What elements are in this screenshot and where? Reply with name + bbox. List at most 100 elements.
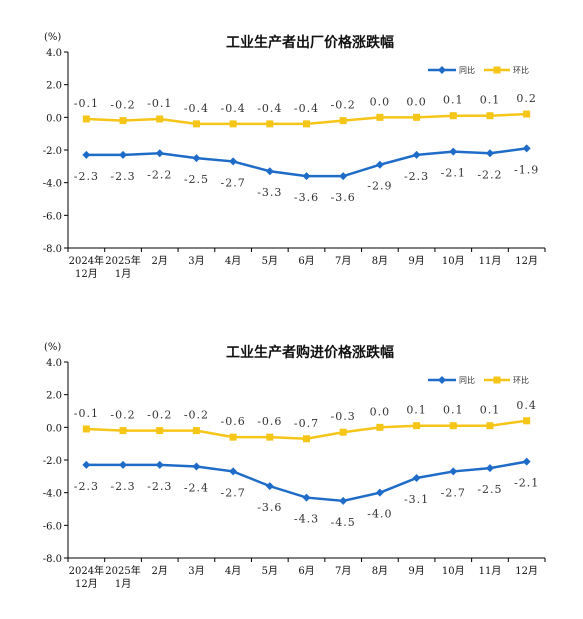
data-point <box>229 157 238 166</box>
data-point <box>119 150 128 159</box>
data-point <box>375 488 384 497</box>
chart-title: 工业生产者出厂价格涨跌幅 <box>226 34 394 51</box>
data-label: 0.1 <box>443 404 464 417</box>
data-label: -3.6 <box>257 501 282 514</box>
data-label: -2.3 <box>74 480 99 493</box>
data-point <box>156 427 164 435</box>
legend-marker-yoy <box>438 376 446 384</box>
data-point <box>449 467 458 476</box>
x-tick-label: 3月 <box>188 565 204 577</box>
data-label: 0.0 <box>406 95 427 108</box>
data-point <box>302 493 311 502</box>
data-label: -2.3 <box>110 170 135 183</box>
data-label: -2.7 <box>221 486 246 499</box>
legend-marker-mom <box>493 66 501 74</box>
data-label: -4.5 <box>331 516 356 529</box>
x-tick-label: 11月 <box>479 565 502 577</box>
data-label: -1.9 <box>514 163 539 176</box>
data-point <box>82 425 90 433</box>
legend-label: 同比 <box>459 65 475 75</box>
x-tick-label: 1月 <box>115 578 131 590</box>
data-point <box>485 149 494 158</box>
data-point <box>229 467 238 476</box>
data-point <box>339 428 347 436</box>
data-label: 0.1 <box>480 404 501 417</box>
data-label: -0.2 <box>110 99 135 112</box>
x-tick-label: 12月 <box>75 578 98 590</box>
data-label: -2.7 <box>441 486 466 499</box>
y-tick-label: -4.0 <box>43 489 62 500</box>
data-label: -0.6 <box>257 415 282 428</box>
data-label: -0.3 <box>331 410 356 423</box>
data-label: -2.7 <box>221 176 246 189</box>
data-label: -2.2 <box>147 168 172 181</box>
chart-ppi-purchase: 工业生产者购进价格涨跌幅 (%) 4.0 2.0 0.0 -2.0 -4.0 -6.0 -8.0… <box>43 342 546 590</box>
data-point <box>486 422 494 430</box>
y-tick-label: -2.0 <box>43 456 62 467</box>
x-tick-label: 3月 <box>188 255 204 267</box>
data-point <box>412 150 421 159</box>
data-point <box>376 423 384 431</box>
y-tick-label: -8.0 <box>43 244 62 255</box>
data-label: -3.3 <box>257 186 282 199</box>
data-point <box>339 172 348 181</box>
data-point <box>339 496 348 505</box>
data-point <box>229 120 237 128</box>
data-label: -0.4 <box>294 102 319 115</box>
data-point <box>266 120 274 128</box>
data-label: -2.2 <box>477 168 502 181</box>
data-label: -0.2 <box>147 409 172 422</box>
data-label: -0.1 <box>74 97 99 110</box>
x-tick-label: 2025年 <box>105 564 140 577</box>
data-point <box>523 110 531 118</box>
data-point <box>413 422 421 430</box>
data-label: -4.0 <box>367 508 392 521</box>
x-tick-label: 6月 <box>298 255 314 267</box>
y-tick-label: -6.0 <box>43 211 62 222</box>
x-tick-label: 8月 <box>372 565 388 577</box>
x-tick-label: 1月 <box>115 268 131 280</box>
x-tick-label: 2月 <box>152 255 168 267</box>
data-point <box>265 167 274 176</box>
x-tick-label: 6月 <box>298 565 314 577</box>
x-tick-label: 8月 <box>372 255 388 267</box>
data-point <box>449 422 457 430</box>
data-point <box>156 115 164 123</box>
data-label: -2.3 <box>74 170 99 183</box>
x-tick-label: 12月 <box>515 565 538 577</box>
data-point <box>119 117 127 125</box>
y-tick-label: -2.0 <box>43 146 62 157</box>
data-point <box>376 113 384 121</box>
data-point <box>229 433 237 441</box>
data-point <box>449 147 458 156</box>
x-tick-label: 7月 <box>335 565 351 577</box>
data-point <box>82 115 90 123</box>
data-point <box>302 172 311 181</box>
data-label: -0.2 <box>331 99 356 112</box>
data-label: -2.5 <box>184 173 209 186</box>
data-label: 0.2 <box>516 92 537 105</box>
data-point <box>485 464 494 473</box>
data-label: -0.4 <box>257 102 282 115</box>
data-point <box>119 427 127 435</box>
y-tick-label: 2.0 <box>46 391 62 402</box>
data-point <box>303 435 310 443</box>
y-tick-label: 4.0 <box>46 358 62 369</box>
x-tick-label: 4月 <box>225 255 241 267</box>
data-point <box>266 433 274 441</box>
data-label: -2.3 <box>404 170 429 183</box>
data-point <box>192 120 200 128</box>
x-tick-label: 10月 <box>442 565 465 577</box>
data-label: 0.0 <box>370 95 391 108</box>
chart-ppi-output: 工业生产者出厂价格涨跌幅 (%) 4.0 2.0 0.0 -2.0 -4.0 -6.0 -8.0… <box>43 32 546 280</box>
data-label: -0.4 <box>184 102 209 115</box>
y-tick-label: 2.0 <box>46 81 62 92</box>
y-tick-label: -8.0 <box>43 554 62 565</box>
legend-marker-mom <box>493 376 501 384</box>
data-point <box>523 417 531 425</box>
data-label: -2.3 <box>110 480 135 493</box>
data-point <box>522 144 531 153</box>
x-tick-label: 11月 <box>479 255 502 267</box>
data-label: 0.1 <box>443 94 464 107</box>
y-tick-label: 0.0 <box>46 113 62 124</box>
